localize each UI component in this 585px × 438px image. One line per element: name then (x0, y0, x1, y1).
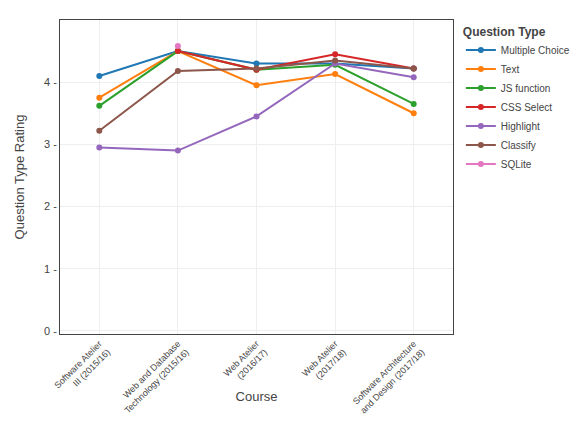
svg-text:2 -: 2 - (44, 200, 57, 212)
svg-text:Highlight: Highlight (501, 121, 540, 132)
svg-text:Question Type: Question Type (463, 25, 546, 39)
svg-text:Multiple Choice: Multiple Choice (501, 45, 570, 56)
svg-text:Web and DatabaseTechnology (20: Web and DatabaseTechnology (2015/16) (114, 339, 191, 416)
svg-text:Text: Text (501, 64, 520, 75)
svg-text:Course: Course (236, 389, 278, 404)
svg-text:Web Atelier(2017/18): Web Atelier(2017/18) (300, 339, 348, 387)
svg-text:4 -: 4 - (44, 76, 57, 88)
svg-text:Question Type Rating: Question Type Rating (12, 115, 27, 240)
svg-text:SQLite: SQLite (501, 159, 532, 170)
svg-text:1 -: 1 - (44, 263, 57, 275)
svg-text:CSS Select: CSS Select (501, 102, 552, 113)
svg-text:Classify: Classify (501, 140, 536, 151)
svg-text:Software AtelierIII (2015/16): Software AtelierIII (2015/16) (52, 339, 112, 399)
svg-text:Web Atelier(2016/17): Web Atelier(2016/17) (222, 339, 270, 387)
svg-text:3 -: 3 - (44, 138, 57, 150)
svg-text:JS function: JS function (501, 83, 550, 94)
svg-text:Software Architectureand Desig: Software Architectureand Design (2017/18… (350, 339, 427, 416)
svg-text:0 -: 0 - (44, 325, 57, 337)
